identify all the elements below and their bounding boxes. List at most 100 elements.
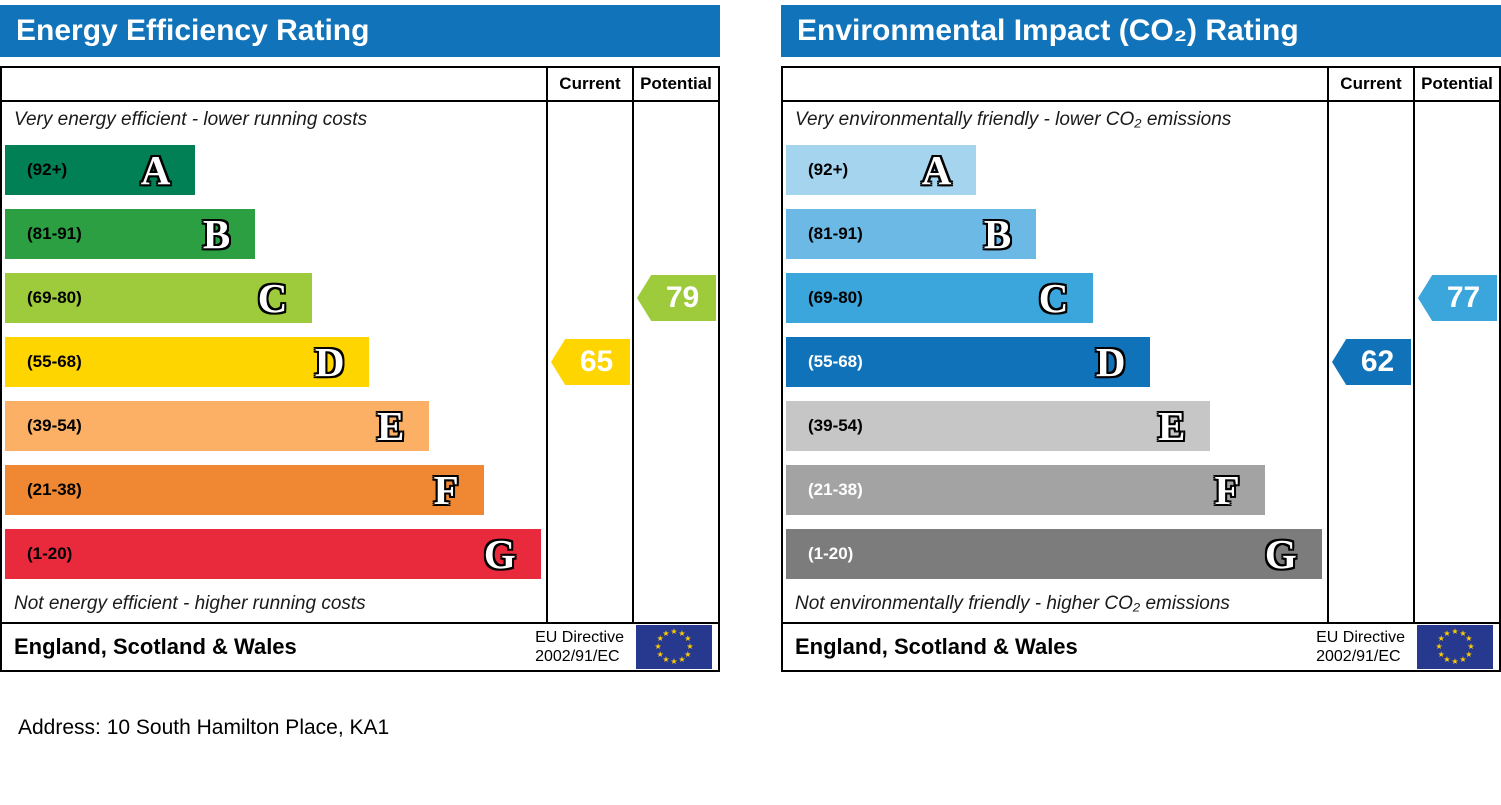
co2-current-body: 62 (1329, 102, 1413, 622)
eu-flag-icon: ★ ★ ★ ★ ★ ★ ★ ★ ★ ★ ★ ★ (636, 625, 712, 669)
band-range-label: (39-54) (808, 416, 863, 435)
eu-directive-line1: EU Directive (535, 628, 624, 646)
eu-flag-star: ★ (1467, 642, 1475, 651)
energy-current-column: Current 65 (546, 68, 632, 622)
band-range-label: (55-68) (808, 352, 863, 371)
band-bar-e: (39-54) E (786, 401, 1211, 451)
eu-flag-star: ★ (1465, 634, 1473, 644)
co2-potential-body: 77 (1415, 102, 1499, 622)
eu-directive-line2: 2002/91/EC (535, 648, 620, 665)
energy-bands-container: (92+) A (81-91) B (69-80) C (55-68) D (39-54) E (2… (2, 138, 546, 586)
co2-current-header: Current (1329, 68, 1413, 102)
band-letter: G (1264, 530, 1297, 577)
eu-flag-star: ★ (1435, 642, 1443, 651)
band-bar-c: (69-80) C (5, 273, 313, 323)
band-letter: C (257, 274, 288, 321)
band-range-label: (1-20) (808, 544, 854, 563)
band-row-b: (81-91) B (2, 202, 546, 266)
potential-rating-arrow: 77 (1418, 275, 1497, 321)
epc-charts-container: Energy Efficiency Rating Very energy eff… (0, 5, 1501, 672)
current-rating-arrow: 65 (551, 339, 630, 385)
energy-main-header (2, 68, 546, 102)
energy-rating-table: Very energy efficient - lower running co… (0, 66, 720, 624)
band-letter: C (1038, 274, 1069, 321)
band-bar-a: (92+) A (5, 145, 196, 195)
eu-flag-star: ★ (662, 628, 670, 638)
band-range-label: (69-80) (808, 288, 863, 307)
band-bar-g: (1-20) G (5, 529, 541, 579)
eu-flag-star: ★ (670, 626, 678, 636)
band-letter: F (1214, 466, 1240, 513)
co2-rating-table: Very environmentally friendly - lower CO… (781, 66, 1501, 624)
eu-flag-star: ★ (686, 642, 694, 651)
co2-current-column: Current 62 (1327, 68, 1413, 622)
eu-directive-line1: EU Directive (1316, 628, 1405, 646)
band-letter: B (202, 210, 231, 257)
eu-flag-star: ★ (684, 649, 692, 659)
energy-potential-body: 79 (634, 102, 718, 622)
co2-potential-column: Potential 77 (1413, 68, 1499, 622)
eu-flag-star: ★ (1451, 657, 1459, 667)
energy-footer: England, Scotland & Wales EU Directive 2… (0, 622, 720, 672)
eu-flag-star: ★ (1459, 655, 1467, 665)
eu-flag-star: ★ (684, 634, 692, 644)
energy-bottom-note: Not energy efficient - higher running co… (14, 593, 366, 614)
band-row-g: (1-20) G (783, 522, 1327, 586)
band-letter: G (483, 530, 516, 577)
eu-flag-star: ★ (662, 655, 670, 665)
band-range-label: (81-91) (27, 224, 82, 243)
eu-directive-line2: 2002/91/EC (1316, 648, 1401, 665)
co2-main-header (783, 68, 1327, 102)
eu-flag-star: ★ (1437, 649, 1445, 659)
current-rating-arrow: 62 (1332, 339, 1411, 385)
band-letter: A (921, 146, 952, 193)
band-bar-e: (39-54) E (5, 401, 430, 451)
band-row-f: (21-38) F (783, 458, 1327, 522)
band-row-e: (39-54) E (2, 394, 546, 458)
band-bar-d: (55-68) D (5, 337, 370, 387)
eu-flag-star: ★ (656, 649, 664, 659)
co2-top-note: Very environmentally friendly - lower CO… (795, 109, 1232, 130)
band-row-a: (92+) A (783, 138, 1327, 202)
band-bar-f: (21-38) F (5, 465, 484, 515)
band-row-g: (1-20) G (2, 522, 546, 586)
band-range-label: (81-91) (808, 224, 863, 243)
band-row-b: (81-91) B (783, 202, 1327, 266)
address-line: Address: 10 South Hamilton Place, KA1 (18, 716, 390, 739)
band-bar-a: (92+) A (786, 145, 977, 195)
band-row-c: (69-80) C (2, 266, 546, 330)
eu-flag-star: ★ (1437, 634, 1445, 644)
co2-bands-container: (92+) A (81-91) B (69-80) C (55-68) D (39-54) E (2… (783, 138, 1327, 586)
eu-flag-star: ★ (670, 657, 678, 667)
band-range-label: (92+) (808, 160, 849, 179)
co2-potential-header: Potential (1415, 68, 1499, 102)
eu-flag-star: ★ (1443, 628, 1451, 638)
eu-flag-star: ★ (656, 634, 664, 644)
energy-potential-header: Potential (634, 68, 718, 102)
energy-region-label: England, Scotland & Wales (14, 634, 297, 659)
band-letter: E (376, 402, 405, 449)
band-bar-f: (21-38) F (786, 465, 1265, 515)
band-row-e: (39-54) E (783, 394, 1327, 458)
band-bar-c: (69-80) C (786, 273, 1094, 323)
co2-region-label: England, Scotland & Wales (795, 634, 1078, 659)
band-range-label: (21-38) (27, 480, 82, 499)
band-letter: F (433, 466, 459, 513)
band-letter: A (140, 146, 171, 193)
potential-rating-arrow: 79 (637, 275, 716, 321)
eu-flag-icon: ★ ★ ★ ★ ★ ★ ★ ★ ★ ★ ★ ★ (1417, 625, 1493, 669)
energy-eu-directive-label: EU Directive 2002/91/EC (535, 628, 624, 666)
co2-footer: England, Scotland & Wales EU Directive 2… (781, 622, 1501, 672)
energy-efficiency-title: Energy Efficiency Rating (0, 5, 720, 57)
band-range-label: (1-20) (27, 544, 73, 563)
energy-current-header: Current (548, 68, 632, 102)
co2-bottom-note: Not environmentally friendly - higher CO… (795, 593, 1230, 614)
band-letter: B (983, 210, 1012, 257)
energy-potential-column: Potential 79 (632, 68, 718, 622)
band-bar-b: (81-91) B (5, 209, 256, 259)
eu-flag-star: ★ (1459, 628, 1467, 638)
band-bar-b: (81-91) B (786, 209, 1037, 259)
eu-flag-star: ★ (678, 655, 686, 665)
band-range-label: (92+) (27, 160, 68, 179)
eu-flag-star: ★ (1451, 626, 1459, 636)
